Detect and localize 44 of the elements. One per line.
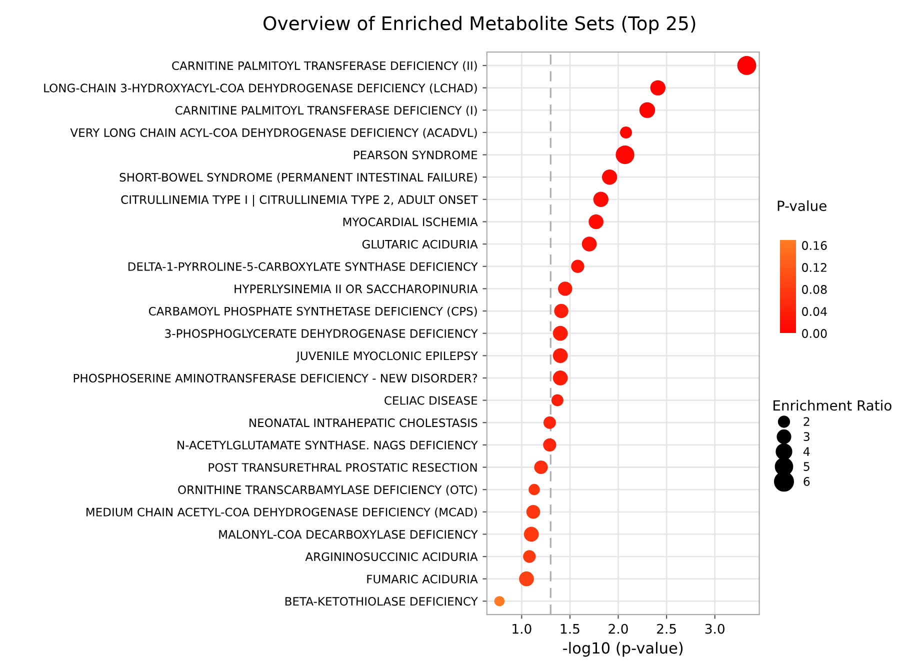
y-tick-label: MALONYL-COA DECARBOXYLASE DEFICIENCY — [219, 530, 478, 539]
y-tick-label: JUVENILE MYOCLONIC EPILEPSY — [296, 351, 478, 362]
y-tick-label: CARNITINE PALMITOYL TRANSFERASE DEFICIENCY (II) — [172, 61, 477, 72]
legend-label: 6 — [804, 476, 810, 486]
y-tick-label: MEDIUM CHAIN ACETYL-COA DEHYDROGENASE DEFICIENCY (MCAD) — [86, 508, 477, 518]
y-tick-label: LONG-CHAIN 3-HYDROXYACYL-COA DEHYDROGENASE DEFICIENCY (LCHAD) — [44, 83, 477, 94]
legend-title: Enrichment Ratio — [774, 400, 892, 411]
x-tick-label: 2.5 — [657, 624, 676, 634]
y-tick-label: VERY LONG CHAIN ACYL-COA DEHYDROGENASE DEFICIENCY (ACADVL) — [70, 128, 477, 138]
y-tick-label: N-ACETYLGLUTAMATE SYNTHASE. NAGS DEFICIENCY — [178, 440, 478, 450]
x-tick-label: 3.0 — [705, 624, 724, 634]
y-tick-label: CITRULLINEMIA TYPE I | CITRULLINEMIA TYPE 2, ADULT ONSET — [121, 195, 478, 207]
y-tick-label: ORNITHINE TRANSCARBAMYLASE DEFICIENCY (OTC) — [178, 485, 477, 496]
y-tick-label: CARBAMOYL PHOSPHATE SYNTHETASE DEFICIENCY (CPS) — [148, 306, 477, 317]
x-axis-title: -log10 (p-value) — [563, 642, 683, 657]
legend-label: 3 — [804, 432, 810, 442]
color-bar-title: P-value — [778, 200, 826, 212]
color-bar-label: 0.12 — [802, 263, 826, 272]
x-tick-label: 2.0 — [608, 624, 628, 634]
color-bar-label: 0.16 — [802, 241, 827, 250]
color-bar-label: 0.04 — [802, 307, 827, 316]
y-tick-label: FUMARIC ACIDURIA — [367, 574, 478, 584]
x-tick-label: 1.0 — [512, 624, 532, 634]
y-tick-label: POST TRANSURETHRAL PROSTATIC RESECTION — [208, 463, 477, 472]
x-tick-label: 1.5 — [560, 624, 580, 634]
color-bar-label: 0.00 — [802, 329, 827, 338]
y-tick-label: CARNITINE PALMITOYL TRANSFERASE DEFICIENCY (I) — [176, 106, 477, 116]
y-tick-label: SHORT-BOWEL SYNDROME (PERMANENT INTESTINAL FAILURE) — [120, 172, 477, 183]
y-tick-label: PEARSON SYNDROME — [354, 150, 478, 160]
y-tick-label: MYOCARDIAL ISCHEMIA — [343, 218, 478, 226]
y-tick-label: NEONATAL INTRAHEPATIC CHOLESTASIS — [250, 418, 478, 428]
color-bar-label: 0.08 — [802, 285, 827, 294]
legend-label: 2 — [804, 417, 810, 426]
y-tick-label: 3-PHOSPHOGLYCERATE DEHYDROGENASE DEFICIENCY — [165, 329, 478, 338]
y-tick-label: CELIAC DISEASE — [384, 396, 478, 405]
chart-title: Overview of Enriched Metabolite Sets (Top 25) — [264, 16, 696, 34]
y-tick-label: PHOSPHOSERINE AMINOTRANSFERASE DEFICIENCY - NEW DISORDER? — [74, 374, 478, 383]
y-tick-label: BETA-KETOTHIOLASE DEFICIENCY — [285, 596, 478, 606]
y-tick-label: HYPERLYSINEMIA II OR SACCHAROPINURIA — [234, 284, 478, 294]
legend-label: 4 — [803, 447, 810, 456]
y-tick-label: DELTA-1-PYRROLINE-5-CARBOXYLATE SYNTHASE DEFICIENCY — [128, 262, 478, 271]
y-tick-label: GLUTARIC ACIDURIA — [362, 240, 478, 249]
y-tick-label: ARGININOSUCCINIC ACIDURIA — [305, 552, 478, 562]
legend-label: 5 — [804, 462, 810, 471]
